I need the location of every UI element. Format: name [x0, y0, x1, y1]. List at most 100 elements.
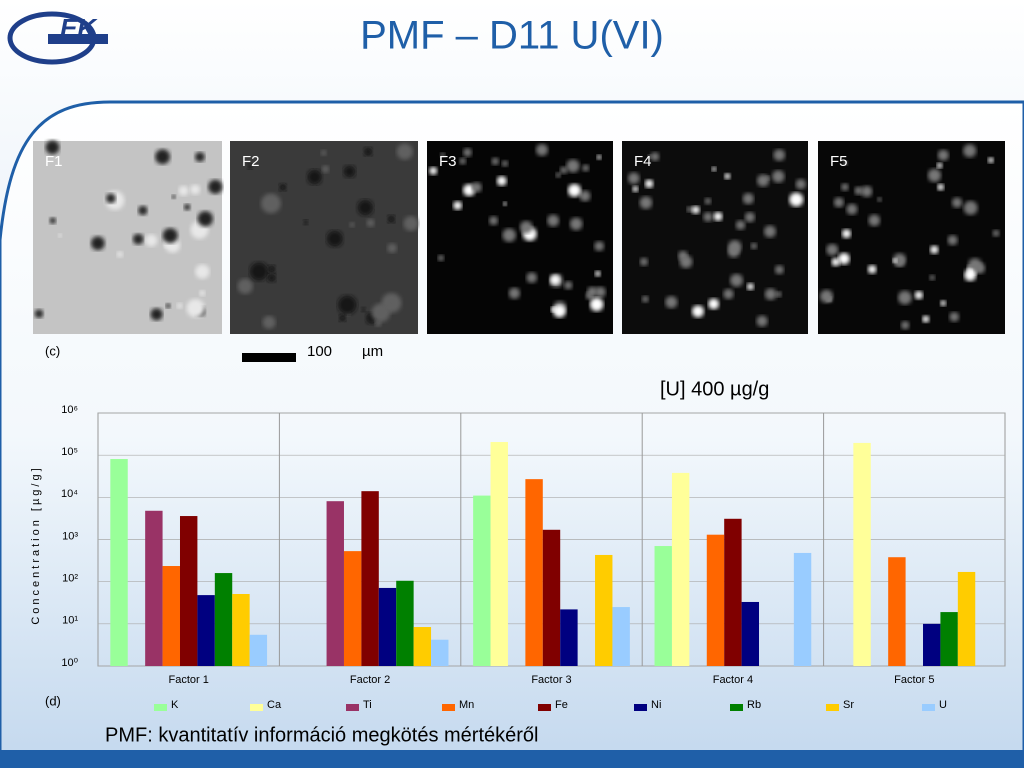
panel-spot — [343, 165, 356, 178]
panel-spot — [936, 162, 943, 169]
bar — [214, 573, 233, 666]
bar — [431, 639, 449, 666]
panel-spot — [930, 245, 939, 254]
panel-spot — [501, 160, 509, 167]
panel-spot — [665, 296, 678, 309]
panel-spot — [727, 245, 740, 258]
panel-spot — [363, 147, 373, 157]
panel-spot — [199, 290, 206, 297]
panel-spot — [854, 186, 863, 196]
bar — [343, 551, 362, 666]
panel-spot — [155, 149, 171, 165]
panel-spot — [303, 219, 309, 225]
panel-spot — [396, 143, 413, 160]
panel-spot — [307, 169, 322, 185]
bar — [542, 529, 561, 666]
panel-spot — [596, 154, 602, 160]
panel-spot — [237, 278, 253, 294]
y-axis-label: Concentration [µg/g] — [30, 465, 42, 624]
panel-spot — [949, 311, 960, 322]
panel-label: F5 — [830, 153, 848, 170]
bar — [361, 491, 379, 666]
image-panel: F4 — [622, 141, 808, 334]
panel-spot — [279, 183, 287, 191]
legend-swatch — [154, 704, 167, 711]
panel-spot — [463, 148, 472, 157]
bar — [525, 479, 543, 666]
panel-spot — [750, 242, 758, 250]
panel-spot — [826, 243, 839, 256]
panel-spot — [927, 168, 942, 183]
panel-spot — [116, 251, 124, 258]
panel-spot — [459, 157, 467, 165]
panel-spot — [833, 197, 844, 208]
panel-spot — [560, 166, 568, 174]
panel-spot — [526, 272, 538, 283]
legend-label: Ca — [267, 699, 282, 711]
panel-spot — [841, 229, 852, 239]
chart: 10⁰ 10¹ 10² 10³ 10⁴ 10⁵ 10⁶ Concentration [µg/g… — [30, 404, 1006, 711]
panel-spot — [892, 258, 898, 263]
panel-spot — [963, 144, 977, 158]
bar — [923, 623, 941, 666]
bar — [654, 546, 672, 666]
bar — [741, 601, 760, 666]
panel-spot — [692, 305, 704, 318]
bar — [853, 442, 871, 666]
panel-spot — [502, 201, 507, 206]
chart-caption: (d) — [45, 693, 61, 708]
panel-spot — [843, 160, 848, 166]
panel-spot — [496, 175, 507, 186]
panel-spot — [831, 257, 840, 267]
bar — [145, 510, 163, 666]
bar — [724, 518, 742, 666]
legend-swatch — [730, 704, 743, 711]
bar — [671, 472, 690, 666]
panel-spot — [937, 183, 944, 191]
panel-spot — [756, 315, 768, 327]
legend-label: Sr — [843, 699, 854, 711]
panel-spot — [437, 254, 445, 262]
y-tick-label: 10⁰ — [61, 657, 78, 669]
panel-label: F3 — [439, 153, 457, 170]
panel-spot — [502, 228, 517, 242]
panel-spot — [361, 307, 366, 312]
panel-spot — [165, 303, 171, 309]
y-tick-label: 10⁶ — [61, 404, 78, 416]
panel-spot — [773, 149, 786, 161]
panel-spot — [947, 235, 958, 246]
panel-spot — [138, 205, 148, 216]
panel-spot — [34, 309, 44, 318]
panel-spot — [197, 211, 213, 227]
panel-spot — [57, 233, 62, 238]
panel-spot — [183, 203, 191, 211]
bar — [957, 571, 976, 666]
panel-spot — [349, 222, 355, 228]
bar — [232, 593, 250, 666]
image-panel: F5 — [818, 141, 1005, 334]
y-tick-label: 10⁵ — [61, 446, 78, 458]
x-tick-label: Factor 1 — [169, 674, 209, 686]
panel-spot — [249, 262, 269, 281]
panel-spot — [691, 205, 700, 214]
x-tick-label: Factor 4 — [713, 674, 753, 686]
bar — [706, 534, 725, 666]
panel-spot — [267, 273, 277, 283]
panel-spot — [868, 214, 881, 227]
panel-spot — [45, 140, 60, 155]
legend-swatch — [250, 704, 263, 711]
panel-spot — [326, 230, 343, 247]
panel-spot — [267, 265, 276, 274]
legend-label: Fe — [555, 699, 568, 711]
panel-spot — [320, 150, 327, 156]
footer-bar — [0, 750, 1024, 768]
panel-spot — [374, 320, 382, 327]
panel-spot — [564, 281, 573, 290]
legend-label: Ni — [651, 699, 661, 711]
panel-spot — [582, 164, 590, 172]
panel-spot — [553, 305, 566, 318]
panel-spot — [795, 178, 807, 190]
panel-spot — [711, 166, 717, 172]
panel-spot — [508, 287, 521, 299]
